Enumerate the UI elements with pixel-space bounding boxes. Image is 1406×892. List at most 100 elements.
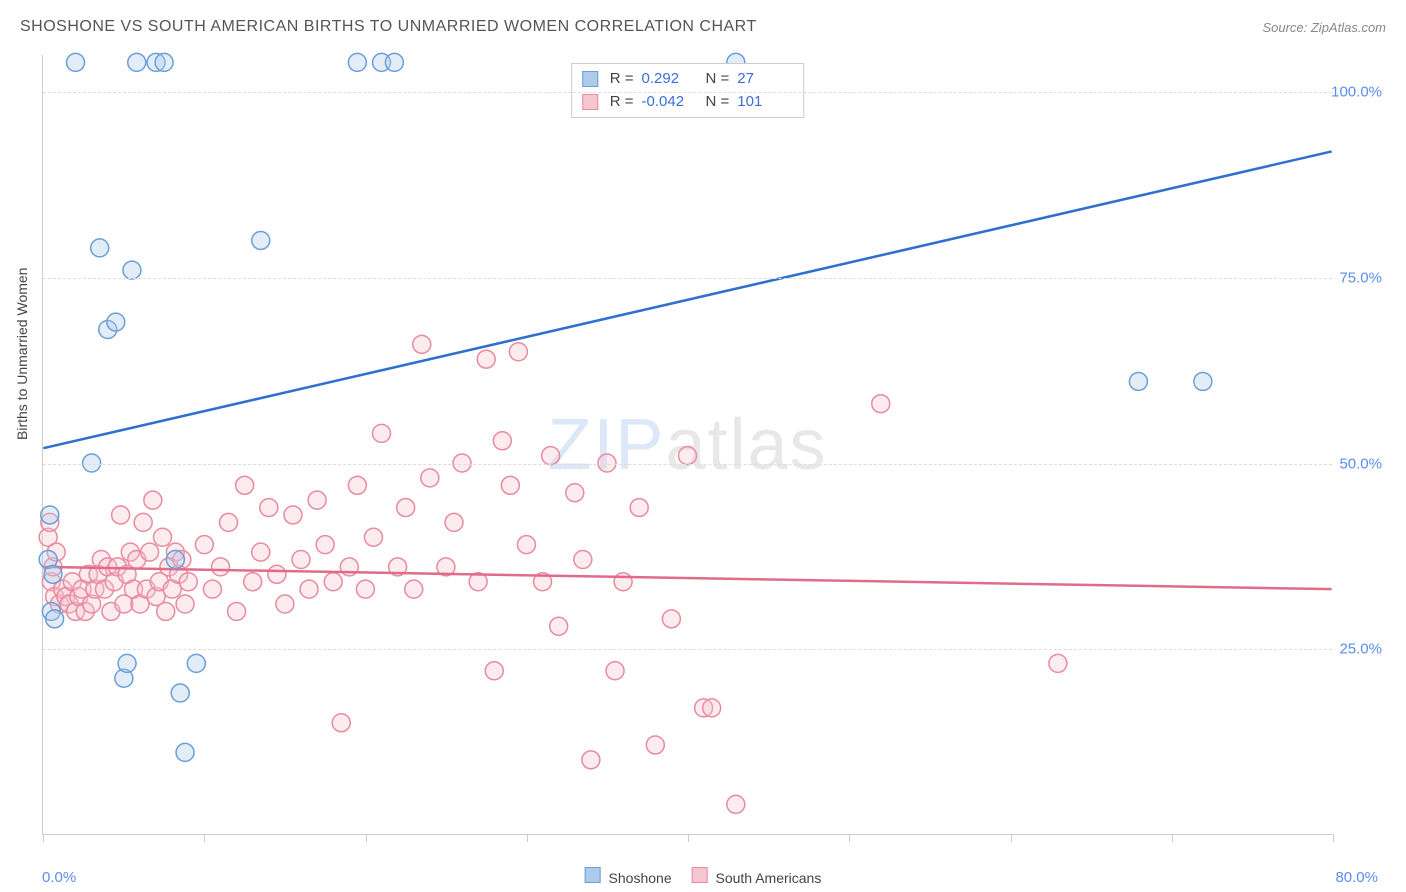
point-southam	[236, 476, 254, 494]
point-southam	[112, 506, 130, 524]
point-southam	[324, 573, 342, 591]
point-southam	[179, 573, 197, 591]
y-tick-label: 100.0%	[1331, 84, 1382, 101]
x-tick	[1172, 834, 1173, 842]
stats-row-southam: R = -0.042 N = 101	[582, 91, 794, 114]
r-label: R =	[610, 68, 634, 91]
bottom-legend: Shoshone South Americans	[585, 867, 822, 886]
point-southam	[501, 476, 519, 494]
y-tick-label: 75.0%	[1339, 269, 1382, 286]
point-shoshone	[1129, 372, 1147, 390]
point-southam	[144, 491, 162, 509]
point-shoshone	[166, 551, 184, 569]
point-southam	[252, 543, 270, 561]
r-value-shoshone: 0.292	[642, 68, 698, 91]
y-axis-label: Births to Unmarried Women	[14, 268, 30, 440]
point-southam	[606, 662, 624, 680]
x-tick-label-max: 80.0%	[1335, 869, 1378, 886]
r-label: R =	[610, 91, 634, 114]
swatch-shoshone-icon	[585, 867, 601, 883]
x-tick	[849, 834, 850, 842]
gridline	[43, 278, 1332, 279]
point-southam	[872, 395, 890, 413]
swatch-southam-icon	[692, 867, 708, 883]
legend-label-southam: South Americans	[716, 870, 822, 886]
point-southam	[373, 424, 391, 442]
legend-item-southam: South Americans	[692, 867, 822, 886]
point-shoshone	[187, 654, 205, 672]
point-southam	[566, 484, 584, 502]
point-southam	[405, 580, 423, 598]
point-southam	[154, 528, 172, 546]
point-shoshone	[44, 565, 62, 583]
x-tick	[1011, 834, 1012, 842]
scatter-svg	[43, 55, 1332, 834]
point-shoshone	[107, 313, 125, 331]
point-southam	[509, 343, 527, 361]
point-southam	[228, 602, 246, 620]
x-tick	[366, 834, 367, 842]
trendline-southam	[43, 567, 1331, 589]
trendline-shoshone	[43, 151, 1331, 448]
point-shoshone	[41, 506, 59, 524]
point-southam	[445, 513, 463, 531]
x-tick	[688, 834, 689, 842]
n-label: N =	[706, 91, 730, 114]
point-southam	[260, 499, 278, 517]
x-tick-label-min: 0.0%	[42, 869, 76, 886]
legend-item-shoshone: Shoshone	[585, 867, 672, 886]
point-shoshone	[385, 53, 403, 71]
point-southam	[284, 506, 302, 524]
point-southam	[276, 595, 294, 613]
legend-label-shoshone: Shoshone	[609, 870, 672, 886]
point-southam	[493, 432, 511, 450]
point-southam	[413, 335, 431, 353]
point-southam	[157, 602, 175, 620]
gridline	[43, 92, 1332, 93]
point-shoshone	[252, 231, 270, 249]
point-southam	[176, 595, 194, 613]
point-southam	[300, 580, 318, 598]
chart-title: SHOSHONE VS SOUTH AMERICAN BIRTHS TO UNM…	[20, 18, 757, 36]
point-southam	[614, 573, 632, 591]
source-label: Source: ZipAtlas.com	[1262, 20, 1386, 35]
point-shoshone	[46, 610, 64, 628]
y-tick-label: 25.0%	[1339, 641, 1382, 658]
point-southam	[308, 491, 326, 509]
point-shoshone	[128, 53, 146, 71]
stats-legend-box: R = 0.292 N = 27 R = -0.042 N = 101	[571, 63, 805, 118]
y-tick-label: 50.0%	[1339, 455, 1382, 472]
point-shoshone	[67, 53, 85, 71]
point-southam	[348, 476, 366, 494]
point-southam	[542, 447, 560, 465]
x-tick	[527, 834, 528, 842]
n-value-southam: 101	[737, 91, 793, 114]
x-tick	[204, 834, 205, 842]
point-southam	[574, 551, 592, 569]
point-southam	[397, 499, 415, 517]
n-label: N =	[706, 68, 730, 91]
point-southam	[316, 536, 334, 554]
plot-area: ZIPatlas R = 0.292 N = 27 R = -0.042 N =…	[42, 55, 1332, 835]
x-tick	[43, 834, 44, 842]
point-southam	[517, 536, 535, 554]
point-shoshone	[176, 743, 194, 761]
point-southam	[134, 513, 152, 531]
point-southam	[679, 447, 697, 465]
r-value-southam: -0.042	[642, 91, 698, 114]
point-shoshone	[91, 239, 109, 257]
gridline	[43, 649, 1332, 650]
point-southam	[582, 751, 600, 769]
point-shoshone	[348, 53, 366, 71]
point-southam	[421, 469, 439, 487]
point-southam	[630, 499, 648, 517]
point-southam	[203, 580, 221, 598]
point-southam	[550, 617, 568, 635]
swatch-shoshone-icon	[582, 71, 598, 87]
point-southam	[268, 565, 286, 583]
point-southam	[646, 736, 664, 754]
point-southam	[220, 513, 238, 531]
point-shoshone	[123, 261, 141, 279]
n-value-shoshone: 27	[737, 68, 793, 91]
point-southam	[211, 558, 229, 576]
